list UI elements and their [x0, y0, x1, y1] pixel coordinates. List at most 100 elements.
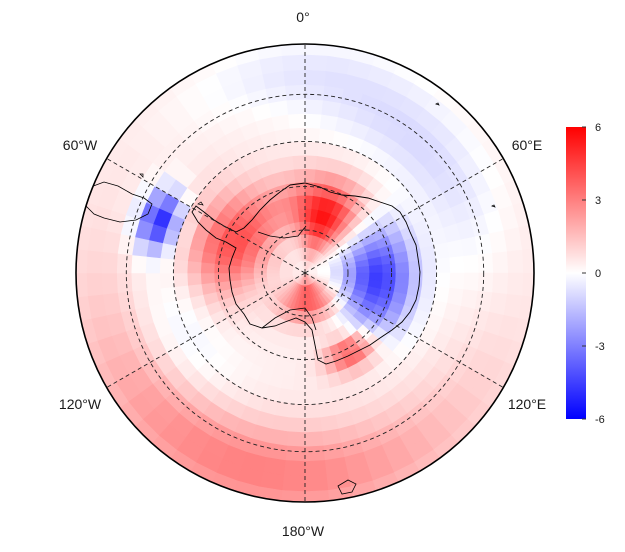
field-cell — [421, 272, 437, 288]
field-cell — [186, 272, 202, 286]
field-cell — [304, 403, 321, 419]
field-cell — [304, 460, 327, 477]
field-cell — [297, 207, 306, 223]
field-cell — [296, 194, 306, 210]
field-cell — [283, 460, 306, 477]
field-cell — [327, 44, 355, 60]
field-cell — [315, 374, 330, 391]
anomaly-field — [76, 44, 534, 502]
field-cell — [281, 54, 306, 72]
field-cell — [304, 54, 329, 72]
field-cell — [159, 286, 177, 304]
field-cell — [492, 251, 509, 274]
field-cell — [522, 272, 534, 298]
field-cell — [293, 363, 306, 378]
field-cell — [408, 272, 424, 286]
field-cell — [304, 98, 324, 115]
lon-label-180w: 180°W — [282, 523, 325, 539]
lon-label-120w: 120°W — [59, 396, 102, 412]
field-cell — [304, 363, 317, 378]
field-cell — [477, 272, 494, 294]
field-cell — [433, 242, 451, 260]
field-cell — [173, 272, 189, 288]
field-cell — [86, 272, 104, 297]
field-cell — [292, 154, 306, 170]
field-cell — [277, 141, 294, 159]
field-cell — [145, 255, 161, 274]
field-cell — [304, 350, 315, 365]
field-cell — [173, 284, 191, 301]
meridian-line — [106, 272, 306, 388]
field-cell — [290, 141, 306, 157]
field-cell — [130, 272, 147, 292]
lon-label-120e: 120°E — [508, 396, 546, 412]
field-cell — [368, 264, 384, 274]
field-cell — [395, 272, 410, 285]
colorbar-tick-label: -6 — [595, 414, 605, 426]
field-cell — [289, 403, 306, 419]
field-cell — [477, 252, 494, 274]
field-cell — [518, 223, 534, 251]
field-cell — [76, 272, 88, 298]
meridian-line — [106, 158, 306, 274]
field-cell — [293, 168, 306, 183]
field-cell — [421, 258, 437, 274]
field-cell — [304, 474, 329, 492]
field-cell — [280, 155, 295, 172]
colorbar-tick-label: -3 — [595, 341, 605, 353]
field-cell — [327, 486, 355, 502]
field-cell — [492, 272, 509, 295]
field-cell — [449, 272, 465, 291]
field-cell — [200, 261, 215, 274]
coastlines — [85, 102, 496, 495]
field-cell — [255, 486, 283, 502]
field-cell — [318, 401, 336, 419]
field-cell — [406, 248, 423, 263]
meridian-line — [304, 272, 504, 388]
field-cell — [130, 254, 147, 274]
meridian-line — [304, 158, 504, 274]
lon-label-0: 0° — [296, 9, 309, 25]
field-cell — [304, 69, 327, 86]
field-cell — [213, 272, 228, 283]
field-cell — [287, 113, 306, 129]
field-cell — [116, 252, 133, 274]
field-cell — [186, 260, 202, 274]
field-cell — [304, 431, 324, 448]
field-cell — [304, 127, 321, 143]
graticule — [106, 44, 504, 502]
field-cell — [304, 141, 320, 157]
colorbar-ticks: 6 3 0 -3 -6 — [582, 122, 605, 426]
field-cell — [187, 283, 204, 298]
field-cell — [395, 261, 410, 274]
field-cell — [506, 272, 524, 297]
longitude-labels: 0° 60°E 120°E 180°W 120°W 60°W — [59, 9, 546, 539]
field-cell — [200, 272, 215, 285]
map-boundary — [75, 43, 535, 503]
antarctica-coastline — [191, 182, 421, 365]
lon-label-60w: 60°W — [63, 137, 98, 153]
lon-label-60e: 60°E — [512, 137, 543, 153]
field-cell — [173, 258, 189, 274]
field-cell — [101, 251, 118, 274]
field-cell — [280, 44, 306, 56]
field-cell — [435, 257, 451, 274]
field-cell — [255, 44, 283, 60]
field-cell — [304, 490, 330, 502]
field-cell — [304, 168, 317, 183]
field-cell — [145, 272, 161, 291]
field-cell — [159, 257, 175, 274]
field-cell — [304, 417, 323, 433]
field-cell — [283, 69, 306, 86]
field-cell — [76, 248, 88, 274]
field-cell — [76, 223, 92, 251]
field-cell — [280, 490, 306, 502]
colorbar-gradient — [566, 127, 586, 419]
south-america-coastline — [85, 181, 153, 223]
field-cell — [304, 154, 318, 170]
field-cell — [284, 84, 306, 101]
latitude-circle — [172, 140, 438, 406]
field-cell — [284, 445, 306, 462]
latitude-circle — [261, 229, 349, 317]
